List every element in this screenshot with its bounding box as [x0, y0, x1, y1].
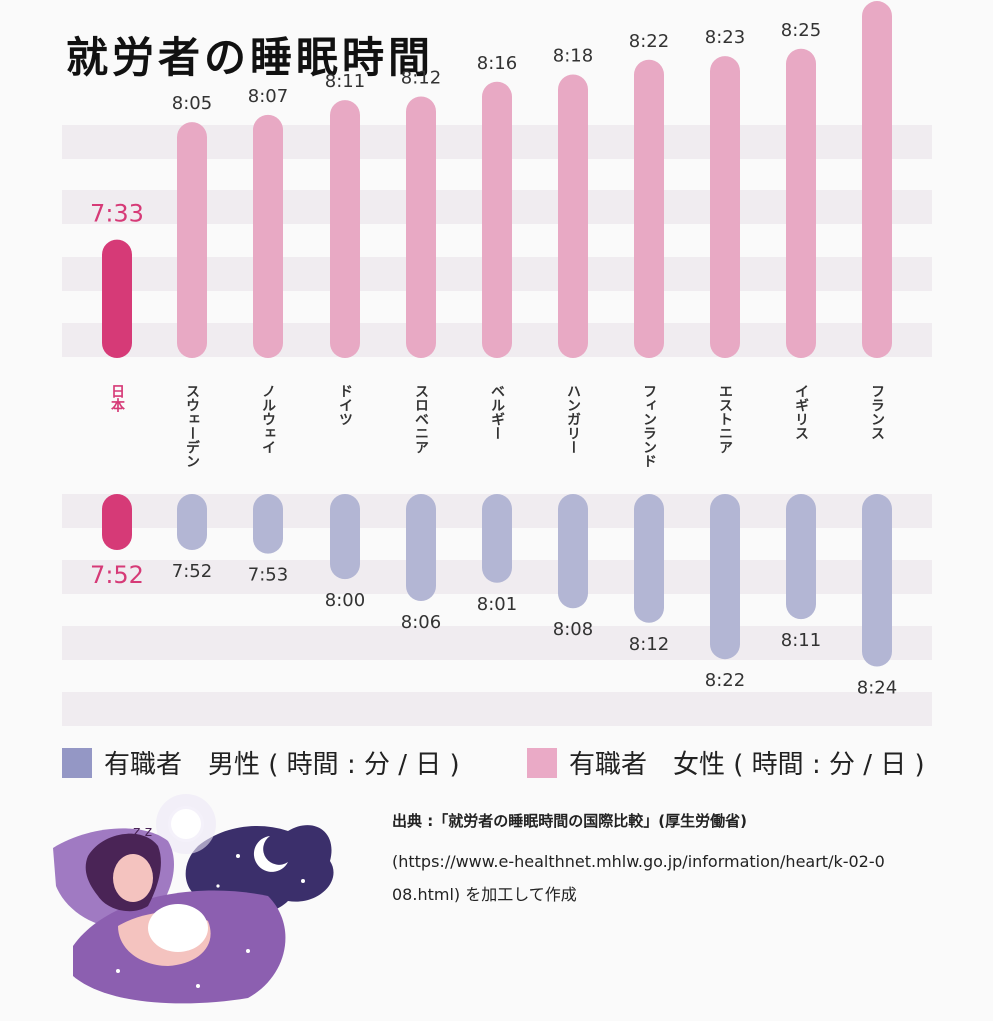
legend-swatch-female: [527, 747, 557, 778]
legend: 有職者 男性 ( 時間 : 分 / 日 ) 有職者 女性 ( 時間 : 分 / …: [0, 744, 993, 784]
star-1: [236, 854, 240, 858]
category-label-8: エストニア: [717, 384, 733, 454]
bar-male-4: [406, 494, 436, 601]
category-label-4: スロベニア: [413, 384, 429, 454]
category-label-10: フランス: [869, 384, 885, 440]
face: [113, 854, 153, 902]
legend-item-male: 有職者 男性 ( 時間 : 分 / 日 ): [62, 744, 460, 781]
bar-male-2: [253, 494, 283, 554]
category-label-2: ノルウェイ: [260, 384, 276, 454]
data-label-male-2: 7:53: [248, 565, 288, 586]
legend-swatch-male: [62, 747, 92, 778]
bar-male-6: [558, 494, 588, 609]
data-label-female-2: 8:07: [248, 86, 288, 107]
category-label-5: ベルギー: [489, 384, 505, 440]
bar-female-2: [253, 114, 283, 358]
bar-male-1: [177, 494, 207, 550]
svg-text:z z: z z: [133, 824, 152, 840]
data-label-female-5: 8:16: [477, 53, 517, 74]
category-label-6: ハンガリー: [565, 384, 581, 454]
data-label-male-10: 8:24: [857, 677, 897, 698]
category-label-3: ドイツ: [337, 384, 353, 426]
legend-item-female: 有職者 女性 ( 時間 : 分 / 日 ): [527, 744, 925, 781]
data-label-male-1: 7:52: [172, 561, 212, 582]
data-label-female-3: 8:11: [325, 71, 365, 92]
sleeping-woman-illustration: z z: [53, 794, 334, 1004]
data-label-female-7: 8:22: [629, 31, 669, 52]
bar-female-7: [634, 59, 664, 359]
data-label-male-3: 8:00: [325, 590, 365, 611]
sleep-time-chart: 7:33 7:52 日本 8:05 7:52 スウェーデン 8:07 7:53 ノルウェイ 8:1…: [62, 1, 932, 726]
bar-female-1: [177, 122, 207, 358]
source-title: 出典 :「就労者の睡眠時間の国際比較」(厚生労働省): [392, 812, 747, 830]
data-label-female-6: 8:18: [553, 45, 593, 66]
category-label-1: スウェーデン: [184, 384, 200, 468]
bar-female-6: [558, 74, 588, 358]
data-label-female-9: 8:25: [781, 20, 821, 41]
cat: [148, 904, 208, 952]
bar-female-10: [862, 1, 892, 359]
gridline-band-7: [62, 692, 932, 726]
star-2: [301, 879, 305, 883]
source-citation: 出典 :「就労者の睡眠時間の国際比較」(厚生労働省) (https://www.…: [392, 810, 952, 911]
data-label-male-0: 7:52: [90, 561, 144, 589]
data-label-female-4: 8:12: [401, 67, 441, 88]
chart-title: 就労者の睡眠時間: [66, 33, 435, 82]
data-label-female-8: 8:23: [705, 27, 745, 48]
source-url-line1: (https://www.e-healthnet.mhlw.go.jp/info…: [392, 852, 885, 871]
bar-female-0: [102, 239, 132, 358]
bar-male-10: [862, 494, 892, 667]
bar-female-3: [330, 100, 360, 358]
category-label-0: 日本: [109, 384, 125, 413]
gridline-band-6: [62, 626, 932, 660]
bar-male-5: [482, 494, 512, 583]
data-label-female-1: 8:05: [172, 93, 212, 114]
bar-male-9: [786, 494, 816, 620]
bar-female-9: [786, 48, 816, 358]
bar-female-4: [406, 96, 436, 358]
bar-male-0: [102, 494, 132, 550]
data-label-male-9: 8:11: [781, 630, 821, 651]
bar-male-7: [634, 494, 664, 623]
data-label-male-6: 8:08: [553, 619, 593, 640]
category-label-7: フィンランド: [641, 384, 657, 468]
legend-label-female: 有職者 女性 ( 時間 : 分 / 日 ): [569, 750, 925, 780]
data-label-male-4: 8:06: [401, 612, 441, 633]
data-label-male-7: 8:12: [629, 634, 669, 655]
data-label-male-8: 8:22: [705, 670, 745, 691]
moon-icon: [253, 836, 288, 872]
bar-male-8: [710, 494, 740, 660]
star-3: [216, 884, 220, 888]
source-url-line2: 08.html) を加工して作成: [392, 885, 577, 904]
legend-label-male: 有職者 男性 ( 時間 : 分 / 日 ): [104, 750, 460, 780]
data-label-male-5: 8:01: [477, 594, 517, 615]
category-label-9: イギリス: [793, 384, 809, 440]
bar-male-3: [330, 494, 360, 580]
bar-female-8: [710, 56, 740, 358]
bar-female-5: [482, 81, 512, 358]
data-label-female-0: 7:33: [90, 200, 144, 228]
